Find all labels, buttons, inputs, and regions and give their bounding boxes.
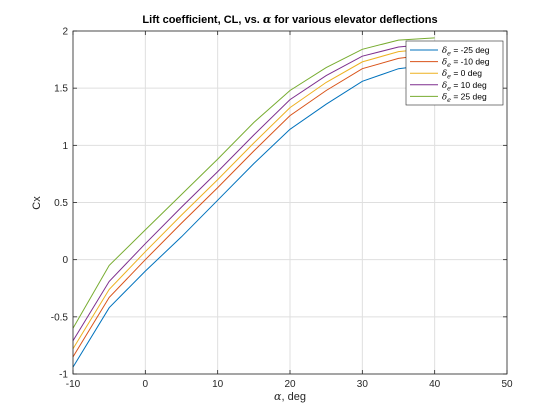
legend-entry-label: δe = 0 deg (442, 68, 482, 81)
x-tick-label: 50 (501, 379, 513, 390)
legend-entry-label: δe = -25 deg (442, 45, 490, 58)
series-line (72, 37, 435, 329)
y-tick-label: 0 (62, 255, 68, 266)
y-axis-title: Cx (31, 196, 43, 210)
legend-entry-label: δe = 25 deg (442, 91, 487, 104)
series-line (72, 47, 435, 350)
chart-title: Lift coefficient, CL, vs. α for various … (142, 13, 437, 26)
series-line (72, 63, 435, 368)
y-tick-label: 0.5 (54, 198, 68, 209)
series-line (72, 43, 435, 342)
legend-entry-label: δe = -10 deg (442, 57, 490, 70)
x-tick-label: 30 (357, 379, 369, 390)
x-tick-label: -10 (66, 379, 81, 390)
y-tick-label: -1 (59, 370, 68, 381)
y-tick-label: 1.5 (54, 84, 68, 95)
x-axis-title: α, deg (274, 390, 306, 403)
x-tick-label: 10 (212, 379, 224, 390)
series-line (72, 53, 435, 358)
plot-area: -10 0 10 20 30 40 50 -1 -0.5 0 0.5 1 1.5 2 δe = -25 de… (51, 27, 513, 391)
y-tick-label: -0.5 (51, 312, 69, 323)
x-tick-label: 0 (143, 379, 149, 390)
y-tick-label: 2 (62, 27, 68, 38)
x-tick-label: 40 (429, 379, 441, 390)
legend-entry-label: δe = 10 deg (442, 80, 487, 93)
y-tick-label: 1 (62, 141, 68, 152)
x-tick-label: 20 (284, 379, 296, 390)
